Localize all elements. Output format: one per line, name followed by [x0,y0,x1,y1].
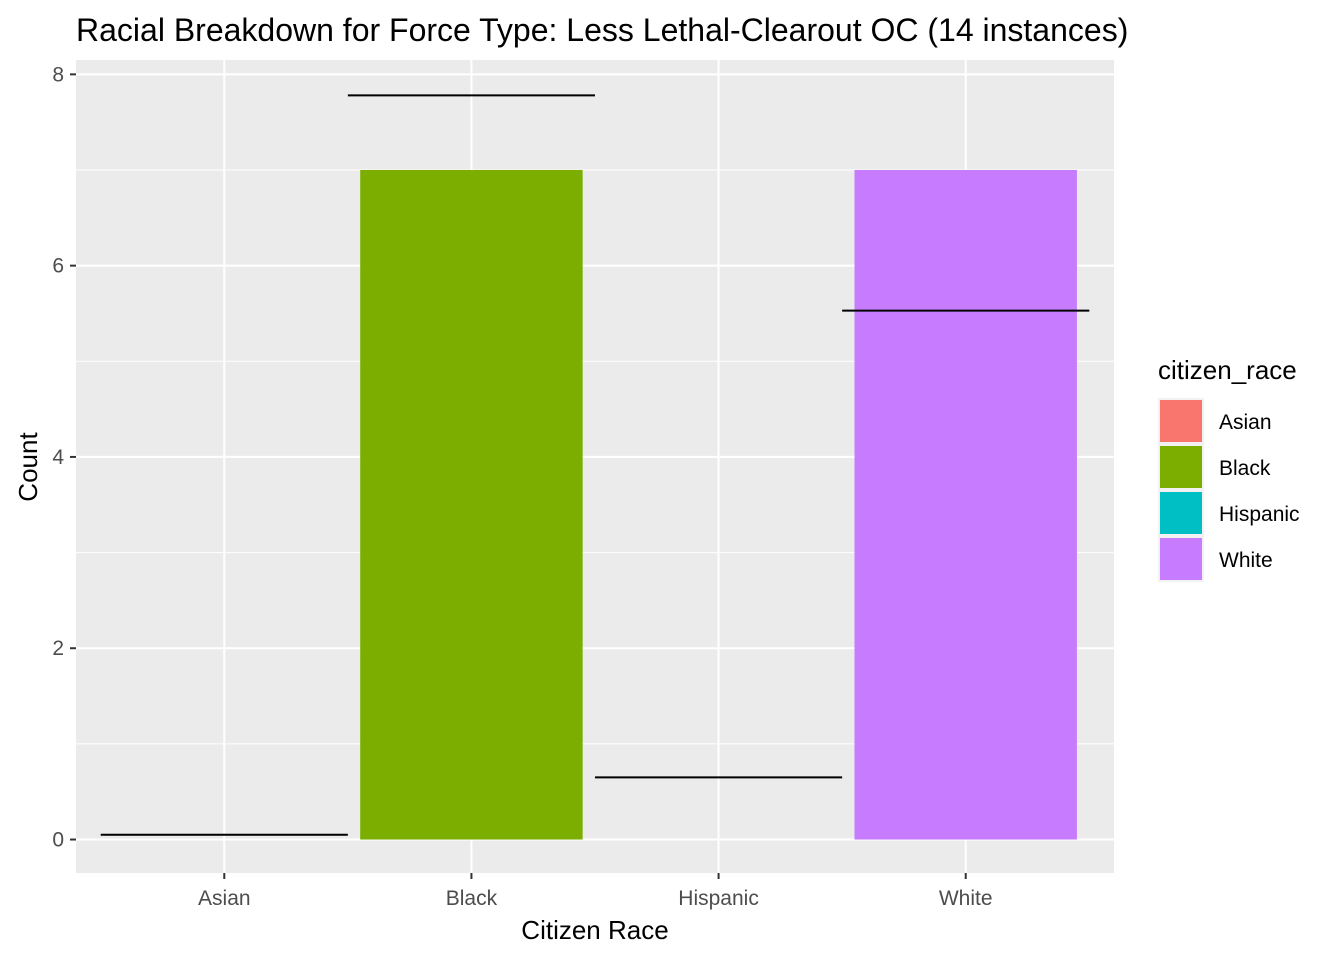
legend: citizen_race Asian Black Hispanic White [1158,355,1300,582]
y-tick-label: 4 [52,446,64,469]
bars-group [360,169,1077,840]
bar-black [360,169,583,840]
bar-white [854,169,1077,840]
legend-label-black: Black [1219,457,1271,480]
legend-title: citizen_race [1158,355,1297,385]
legend-label-white: White [1219,549,1273,572]
legend-swatch-asian [1160,400,1202,442]
x-tick-label: White [939,887,993,910]
x-axis: Asian Black Hispanic White [198,873,993,910]
y-tick-label: 8 [52,63,64,86]
x-tick-label: Asian [198,887,251,910]
legend-swatch-white [1160,538,1202,580]
x-axis-title: Citizen Race [521,915,668,945]
legend-swatch-black [1160,446,1202,488]
reference-lines-group [100,94,1090,836]
x-tick-label: Hispanic [678,887,759,910]
legend-label-asian: Asian [1219,411,1272,434]
x-tick-label: Black [446,887,498,910]
legend-items: Asian Black Hispanic White [1158,398,1300,582]
y-tick-label: 6 [52,255,64,278]
y-axis: 0 2 4 6 8 [52,63,76,852]
y-tick-label: 2 [52,637,64,660]
y-tick-label: 0 [52,829,64,852]
legend-label-hispanic: Hispanic [1219,503,1300,526]
chart-title: Racial Breakdown for Force Type: Less Le… [76,12,1128,48]
legend-swatch-hispanic [1160,492,1202,534]
y-axis-title: Count [13,432,43,502]
